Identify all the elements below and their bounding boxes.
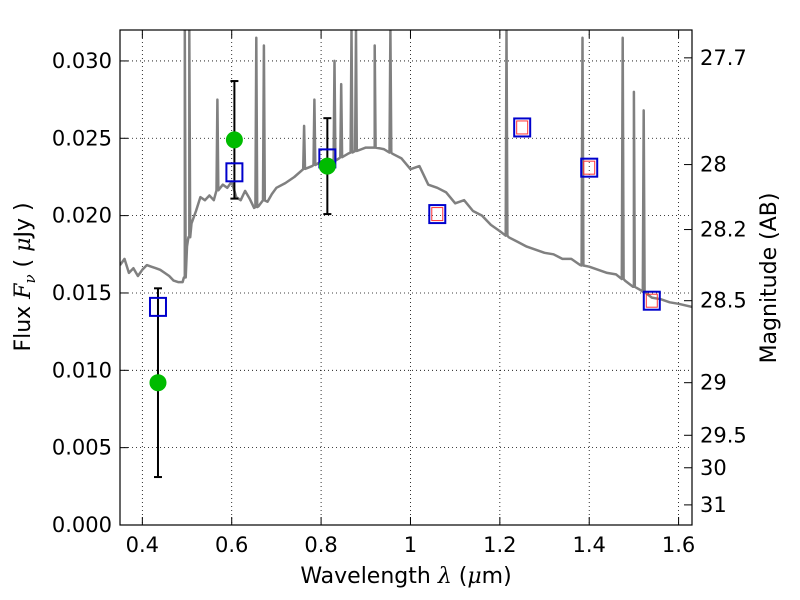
sed-model-line (120, 30, 692, 309)
observed-point (318, 157, 336, 175)
x-axis-label: Wavelength λ (μm) (300, 564, 511, 589)
y-tick-label: 0.025 (52, 126, 112, 150)
model-photometry-square (580, 157, 599, 178)
y-tick-label: 0.015 (52, 281, 112, 305)
model-photometry-square (513, 117, 532, 138)
right-axis-label: Magnitude (AB) (757, 193, 782, 364)
right-tick-label: 31 (700, 493, 727, 517)
x-tick-label: 0.6 (215, 533, 248, 557)
model-photometry-inner-square (583, 160, 596, 175)
x-tick-label: 0.8 (304, 533, 337, 557)
right-tick-label: 29 (700, 371, 727, 395)
right-tick-label: 28.5 (700, 289, 747, 313)
axis-ticks: 0.4 0.6 0.8 1 1.2 1.4 1.6 0.000 0.005 0.010 0.015 0… (52, 30, 747, 557)
x-tick-label: 1.6 (662, 533, 695, 557)
x-tick-label: 1 (404, 533, 417, 557)
y-tick-label: 0.000 (52, 513, 112, 537)
y-tick-label: 0.005 (52, 436, 112, 460)
x-tick-label: 1.4 (573, 533, 606, 557)
observed-point (225, 131, 243, 149)
plot-frame (119, 29, 693, 526)
right-tick-label: 29.5 (700, 423, 747, 447)
model-photometry-square (225, 162, 244, 183)
model-photometry-inner-square (431, 207, 444, 222)
y-tick-label: 0.010 (52, 358, 112, 382)
right-tick-label: 27.7 (700, 46, 747, 70)
right-tick-label: 30 (700, 456, 727, 480)
observed-point (149, 374, 167, 392)
y-tick-label: 0.020 (52, 204, 112, 228)
right-tick-label: 28.2 (700, 218, 747, 242)
model-photometry-inner-square (516, 120, 529, 135)
grid-lines (120, 30, 692, 526)
right-tick-label: 28 (700, 153, 727, 177)
svg-text:Flux Fν ( μJy ): Flux Fν ( μJy ) (11, 202, 39, 351)
right-axis-label-text: Magnitude (AB) (757, 193, 782, 364)
plot-area (120, 30, 692, 479)
model-photometry-inner-square (645, 293, 658, 308)
model-photometry-square (428, 204, 447, 225)
x-tick-label: 0.4 (126, 533, 159, 557)
model-photometry-square (642, 290, 661, 311)
y-axis-label: Flux Fν ( μJy ) (11, 202, 39, 351)
x-tick-label: 1.2 (483, 533, 516, 557)
model-photometry-square (148, 296, 167, 317)
y-tick-label: 0.030 (52, 49, 112, 73)
